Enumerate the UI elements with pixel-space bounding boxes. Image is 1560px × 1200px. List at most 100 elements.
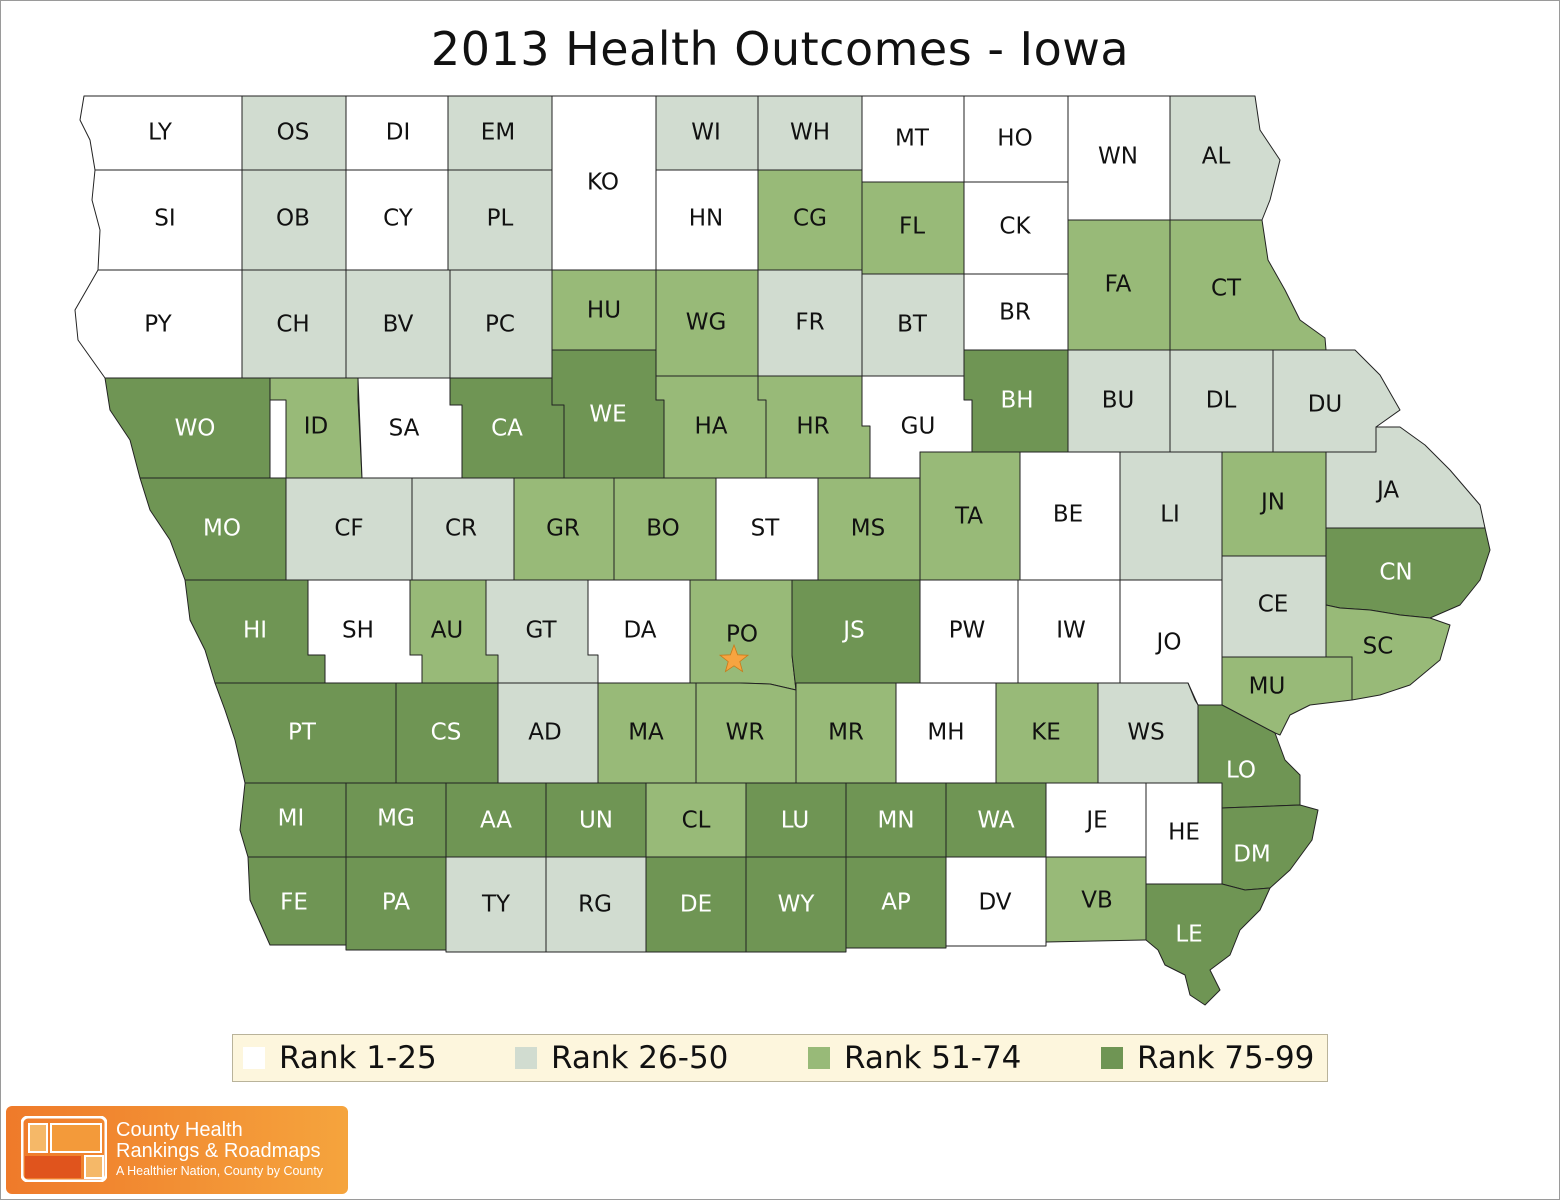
county-label-ad: AD [528, 720, 561, 746]
county-label-mn: MN [877, 808, 914, 834]
county-label-id: ID [304, 414, 329, 440]
legend-item-rank-75-99: Rank 75-99 [1101, 1040, 1314, 1076]
county-label-bo: BO [646, 516, 679, 542]
county-label-sh: SH [342, 618, 374, 644]
county-label-au: AU [431, 618, 464, 644]
county-label-fr: FR [795, 310, 824, 336]
county-dv[interactable] [945, 856, 1047, 947]
county-label-gu: GU [901, 414, 936, 440]
legend-swatch [1101, 1047, 1123, 1069]
county-label-ta: TA [954, 504, 983, 530]
county-label-cf: CF [334, 516, 363, 542]
legend-swatch [243, 1047, 265, 1069]
county-label-ja: JA [1375, 478, 1399, 504]
county-label-jn: JN [1259, 490, 1285, 516]
county-label-da: DA [623, 618, 656, 644]
county-label-be: BE [1053, 502, 1083, 528]
county-label-ms: MS [851, 516, 885, 542]
county-label-wo: WO [175, 416, 216, 442]
county-label-de: DE [680, 892, 712, 918]
county-label-du: DU [1308, 392, 1343, 418]
county-label-ho: HO [997, 126, 1032, 152]
county-label-sa: SA [389, 416, 420, 442]
county-label-mu: MU [1249, 674, 1286, 700]
county-label-hr: HR [796, 414, 829, 440]
county-label-ko: KO [587, 170, 619, 196]
county-label-wa: WA [977, 808, 1014, 834]
county-label-py: PY [144, 312, 172, 338]
county-label-he: HE [1168, 820, 1200, 846]
county-label-le: LE [1175, 922, 1202, 948]
county-fe[interactable] [247, 856, 347, 946]
county-label-lo: LO [1226, 758, 1256, 784]
county-label-dv: DV [978, 890, 1011, 916]
county-label-mr: MR [828, 720, 864, 746]
county-le[interactable] [1145, 883, 1271, 1006]
county-label-iw: IW [1056, 618, 1086, 644]
county-label-po: PO [726, 622, 758, 648]
county-label-wi: WI [691, 120, 721, 146]
county-label-pa: PA [382, 890, 410, 916]
county-wy[interactable] [745, 856, 847, 953]
county-label-wg: WG [686, 310, 727, 336]
county-label-bv: BV [383, 312, 414, 338]
county-label-dm: DM [1233, 842, 1271, 868]
county-label-fe: FE [280, 890, 308, 916]
county-label-ma: MA [628, 720, 664, 746]
county-label-mi: MI [278, 806, 305, 832]
county-label-ap: AP [881, 890, 911, 916]
county-label-vb: VB [1081, 888, 1113, 914]
legend-item-rank-26-50: Rank 26-50 [515, 1040, 728, 1076]
county-label-pw: PW [949, 618, 986, 644]
logo-line-1: County Health [116, 1119, 243, 1141]
county-label-di: DI [386, 120, 411, 146]
county-label-ke: KE [1031, 720, 1061, 746]
county-label-ck: CK [999, 214, 1031, 240]
county-label-ob: OB [276, 206, 310, 232]
county-label-cl: CL [682, 808, 711, 834]
county-label-ha: HA [694, 414, 727, 440]
county-label-rg: RG [578, 892, 612, 918]
county-label-bt: BT [897, 312, 928, 338]
county-label-mg: MG [377, 806, 415, 832]
county-label-ch: CH [276, 312, 309, 338]
county-label-sc: SC [1363, 634, 1394, 660]
county-label-hi: HI [243, 618, 267, 644]
county-label-hn: HN [689, 206, 724, 232]
legend-swatch [515, 1047, 537, 1069]
county-label-cn: CN [1379, 560, 1412, 586]
county-label-je: JE [1084, 808, 1107, 834]
county-label-bu: BU [1102, 388, 1135, 414]
county-label-pt: PT [288, 720, 317, 746]
logo-tagline: A Healthier Nation, County by County [116, 1164, 324, 1178]
county-label-os: OS [277, 120, 310, 146]
county-label-hu: HU [587, 298, 621, 324]
county-label-cs: CS [431, 720, 462, 746]
county-label-lu: LU [781, 808, 810, 834]
county-label-gt: GT [525, 618, 557, 644]
county-label-ly: LY [148, 120, 173, 146]
county-label-ty: TY [481, 892, 511, 918]
county-label-cr: CR [445, 516, 477, 542]
county-label-li: LI [1160, 502, 1180, 528]
county-label-si: SI [154, 206, 175, 232]
county-label-wy: WY [778, 892, 816, 918]
legend: Rank 1-25 Rank 26-50 Rank 51-74 Rank 75-… [232, 1034, 1328, 1082]
county-label-ce: CE [1258, 592, 1289, 618]
county-label-gr: GR [546, 516, 580, 542]
county-polygons [74, 95, 1491, 1006]
legend-swatch [808, 1047, 830, 1069]
county-label-mt: MT [895, 126, 930, 152]
county-label-ct: CT [1211, 276, 1242, 302]
county-ap[interactable] [845, 856, 947, 949]
legend-label: Rank 51-74 [844, 1040, 1022, 1076]
legend-item-rank-1-25: Rank 1-25 [243, 1040, 437, 1076]
chr-logo[interactable]: County Health Rankings & Roadmaps A Heal… [6, 1106, 348, 1194]
county-label-em: EM [481, 120, 515, 146]
county-label-fa: FA [1105, 272, 1132, 298]
county-label-wh: WH [790, 120, 830, 146]
map-title: 2013 Health Outcomes - Iowa [430, 22, 1130, 76]
county-label-ca: CA [491, 416, 523, 442]
county-ct[interactable] [1169, 219, 1327, 351]
